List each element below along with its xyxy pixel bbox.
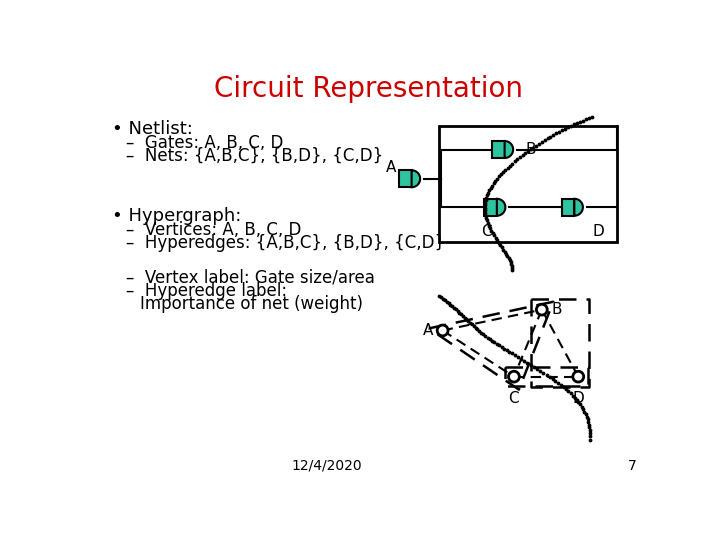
- Circle shape: [573, 372, 584, 382]
- Circle shape: [508, 372, 519, 382]
- Text: A: A: [423, 323, 433, 338]
- Text: Importance of net (weight): Importance of net (weight): [140, 295, 363, 313]
- Polygon shape: [492, 141, 505, 158]
- Polygon shape: [575, 199, 583, 215]
- Text: B: B: [526, 142, 536, 157]
- Text: • Hypergraph:: • Hypergraph:: [112, 207, 241, 225]
- Text: C: C: [508, 390, 519, 406]
- Text: 12/4/2020: 12/4/2020: [292, 459, 362, 473]
- Polygon shape: [412, 170, 420, 187]
- Polygon shape: [497, 199, 505, 215]
- Circle shape: [536, 304, 547, 315]
- Text: –  Gates: A, B, C, D: – Gates: A, B, C, D: [126, 134, 283, 152]
- Circle shape: [437, 325, 448, 336]
- Text: C: C: [481, 224, 491, 239]
- Polygon shape: [562, 199, 575, 215]
- Polygon shape: [505, 141, 513, 158]
- Polygon shape: [399, 170, 412, 187]
- Text: Circuit Representation: Circuit Representation: [215, 76, 523, 104]
- Text: –  Vertex label: Gate size/area: – Vertex label: Gate size/area: [126, 269, 374, 287]
- Polygon shape: [485, 199, 497, 215]
- Text: 7: 7: [628, 459, 636, 473]
- Text: –  Vertices: A, B, C, D: – Vertices: A, B, C, D: [126, 221, 301, 239]
- Text: –  Hyperedges: {A,B,C}, {B,D}, {C,D}: – Hyperedges: {A,B,C}, {B,D}, {C,D}: [126, 234, 445, 252]
- Text: B: B: [551, 302, 562, 317]
- Text: –  Hyperedge label:: – Hyperedge label:: [126, 282, 287, 300]
- Text: A: A: [386, 160, 396, 176]
- Text: • Netlist:: • Netlist:: [112, 120, 192, 138]
- Text: –  Nets: {A,B,C}, {B,D}, {C,D}: – Nets: {A,B,C}, {B,D}, {C,D}: [126, 147, 383, 165]
- Text: D: D: [572, 390, 584, 406]
- Text: D: D: [593, 224, 605, 239]
